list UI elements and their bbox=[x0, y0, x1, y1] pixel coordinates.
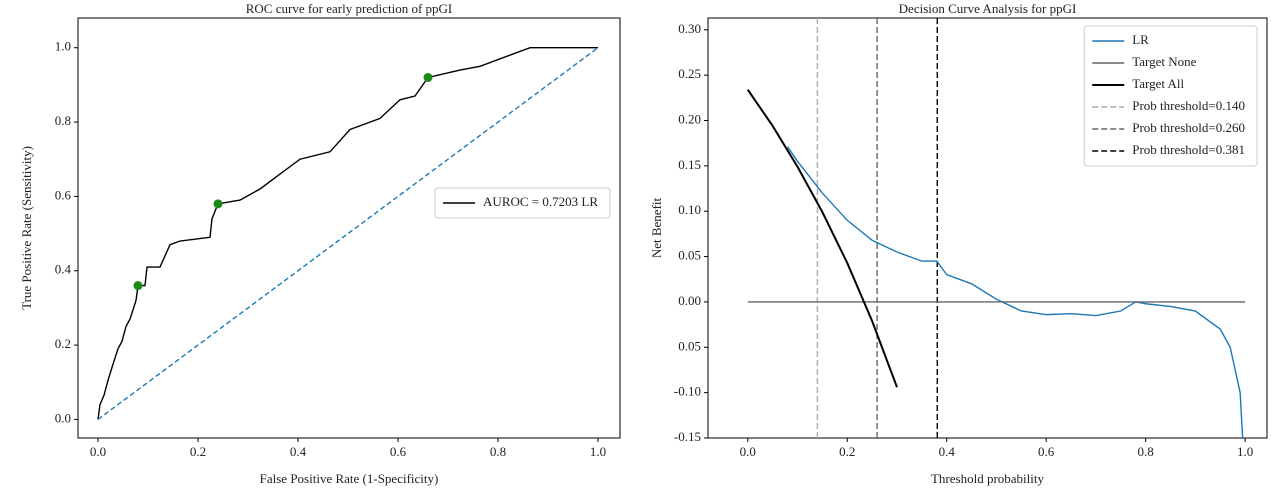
y-tick-label: 0.00 bbox=[678, 293, 701, 308]
y-axis-label: True Positive Rate (Sensitivity) bbox=[19, 146, 34, 310]
y-tick-label: 0.10 bbox=[678, 202, 701, 217]
x-tick-label: 0.6 bbox=[1038, 444, 1055, 459]
x-tick-label: 0.2 bbox=[190, 444, 206, 459]
x-tick-label: 0.0 bbox=[90, 444, 106, 459]
legend-label: Prob threshold=0.381 bbox=[1132, 142, 1245, 157]
legend-label: Prob threshold=0.260 bbox=[1132, 120, 1245, 135]
y-tick-label: -0.15 bbox=[674, 429, 701, 444]
legend-label: AUROC = 0.7203 LR bbox=[483, 194, 598, 209]
y-tick-label: 0.0 bbox=[55, 410, 71, 425]
series-line bbox=[97, 47, 598, 420]
legend-frame bbox=[434, 187, 611, 219]
y-tick-label: 0.4 bbox=[55, 262, 72, 277]
point bbox=[213, 199, 223, 209]
y-tick-label: 0.6 bbox=[55, 187, 72, 202]
y-tick-label: 0.05 bbox=[678, 338, 701, 353]
y-tick-label: 0.2 bbox=[55, 336, 71, 351]
y-tick-label: 0.25 bbox=[678, 66, 701, 81]
y-tick-label: 0.15 bbox=[678, 157, 701, 172]
legend-label: Target None bbox=[1132, 54, 1196, 69]
point bbox=[423, 72, 433, 82]
legend-frame bbox=[1083, 25, 1258, 167]
x-tick-label: 0.4 bbox=[290, 444, 307, 459]
chart-title: ROC curve for early prediction of ppGI bbox=[246, 1, 453, 16]
x-tick-label: 1.0 bbox=[590, 444, 606, 459]
x-axis-label: False Positive Rate (1-Specificity) bbox=[260, 471, 439, 486]
plot-frame bbox=[707, 17, 1268, 439]
y-tick-label: -0.10 bbox=[674, 384, 701, 399]
y-tick-label: 0.20 bbox=[678, 111, 701, 126]
x-tick-label: 0.4 bbox=[939, 444, 956, 459]
series-line bbox=[746, 89, 898, 388]
y-tick-label: 0.30 bbox=[678, 21, 701, 36]
y-tick-label: 1.0 bbox=[55, 39, 71, 54]
chart-title: Decision Curve Analysis for ppGI bbox=[899, 1, 1077, 16]
x-axis-label: Threshold probability bbox=[931, 471, 1045, 486]
x-tick-label: 1.0 bbox=[1237, 444, 1253, 459]
x-tick-label: 0.6 bbox=[390, 444, 407, 459]
x-tick-label: 0.8 bbox=[490, 444, 506, 459]
x-tick-label: 0.8 bbox=[1138, 444, 1154, 459]
series-line bbox=[786, 146, 1244, 439]
point bbox=[133, 281, 143, 291]
legend: LR Target None Target All Prob threshold=0.… bbox=[1083, 25, 1258, 167]
legend-label: Prob threshold=0.140 bbox=[1132, 98, 1245, 113]
series-line bbox=[97, 47, 599, 420]
legend: AUROC = 0.7203 LR bbox=[434, 187, 611, 219]
y-axis-label: Net Benefit bbox=[649, 197, 664, 258]
y-tick-label: 0.05 bbox=[678, 248, 701, 263]
y-tick-label: 0.8 bbox=[55, 113, 71, 128]
plot-frame bbox=[77, 17, 621, 439]
legend-label: Target All bbox=[1132, 76, 1184, 91]
x-tick-label: 0.2 bbox=[839, 444, 855, 459]
legend-label: LR bbox=[1132, 32, 1149, 47]
x-tick-label: 0.0 bbox=[740, 444, 756, 459]
